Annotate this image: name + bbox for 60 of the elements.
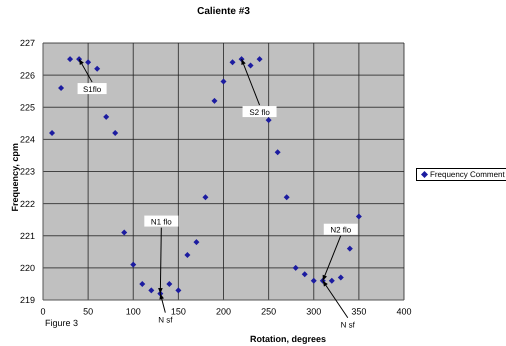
x-tick-label: 250 (261, 306, 276, 316)
point (184, 252, 190, 258)
point (148, 287, 154, 294)
annotation: S1flo (82, 85, 102, 94)
x-axis-title: Rotation, degrees (250, 334, 326, 344)
point (284, 194, 290, 200)
point (139, 280, 146, 287)
point (356, 213, 362, 220)
point (302, 271, 308, 278)
x-tick-label: 400 (396, 306, 412, 316)
point (112, 130, 118, 136)
chart-title: Caliente #3 (196, 6, 251, 17)
x-tick-label: 50 (83, 306, 94, 316)
point (256, 56, 263, 62)
y-tick-label: 225 (20, 102, 35, 112)
y-tick-label: 222 (20, 198, 35, 209)
x-tick-label: 0 (40, 306, 46, 316)
annotation: N1 flo (150, 218, 172, 227)
point (121, 230, 128, 236)
point (103, 114, 110, 120)
y-tick-label: 219 (20, 295, 35, 306)
x-tick-label: 150 (170, 306, 186, 316)
point (67, 56, 74, 62)
caption: Figure 3 (45, 318, 78, 328)
point (346, 246, 353, 252)
y-tick-label: 221 (20, 230, 35, 241)
point (202, 194, 208, 200)
point (49, 130, 56, 136)
y-axis-title: Frequency, cpm (10, 143, 20, 212)
y-tick-label: 227 (20, 38, 35, 48)
annotation: S2 flo (249, 108, 270, 118)
point (85, 59, 92, 66)
x-tick-label: 100 (126, 306, 141, 316)
y-tick-label: 226 (20, 70, 35, 80)
annotation: N sf (340, 320, 356, 330)
point (193, 239, 200, 246)
annotation: N2 flo (330, 226, 352, 235)
point (292, 264, 299, 271)
point (175, 287, 182, 294)
point (248, 62, 254, 68)
point (310, 278, 317, 284)
point (58, 84, 64, 91)
x-tick-label: 350 (351, 306, 366, 316)
point (266, 117, 272, 124)
point (220, 78, 226, 85)
annotation: N sf (158, 316, 174, 325)
y-tick-label: 223 (20, 166, 35, 177)
point (130, 262, 136, 268)
x-tick-label: 300 (306, 306, 322, 316)
point (211, 98, 218, 104)
y-tick-label: 224 (20, 134, 35, 145)
y-tick-label: 220 (20, 263, 35, 274)
point (166, 280, 172, 287)
point (274, 149, 281, 156)
legend-label: Frequency Comment (429, 170, 505, 179)
point (338, 274, 344, 281)
point (94, 66, 100, 72)
point (230, 59, 236, 66)
x-tick-label: 200 (216, 306, 232, 316)
point (328, 278, 335, 284)
